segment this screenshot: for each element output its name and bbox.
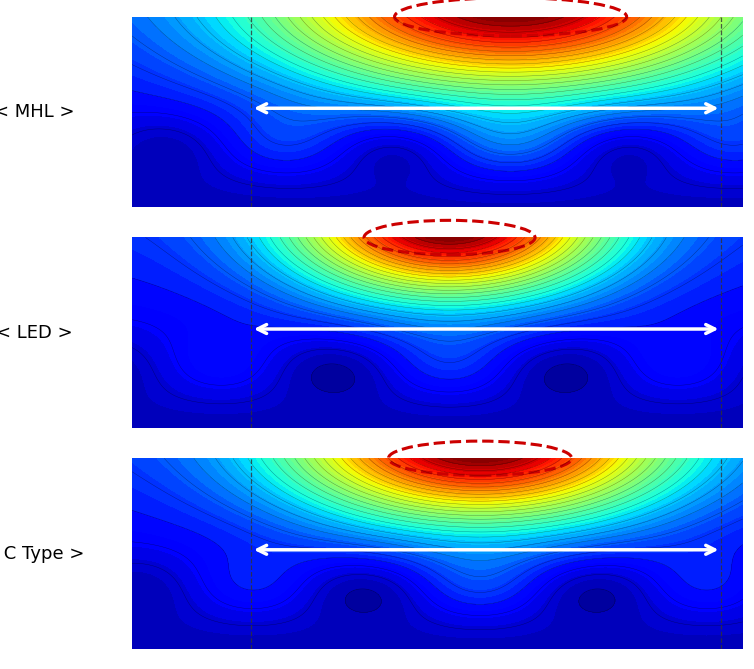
Text: < LED >: < LED > <box>0 324 72 342</box>
Text: < MHL >: < MHL > <box>0 103 74 121</box>
Text: < C Type >: < C Type > <box>0 545 84 563</box>
